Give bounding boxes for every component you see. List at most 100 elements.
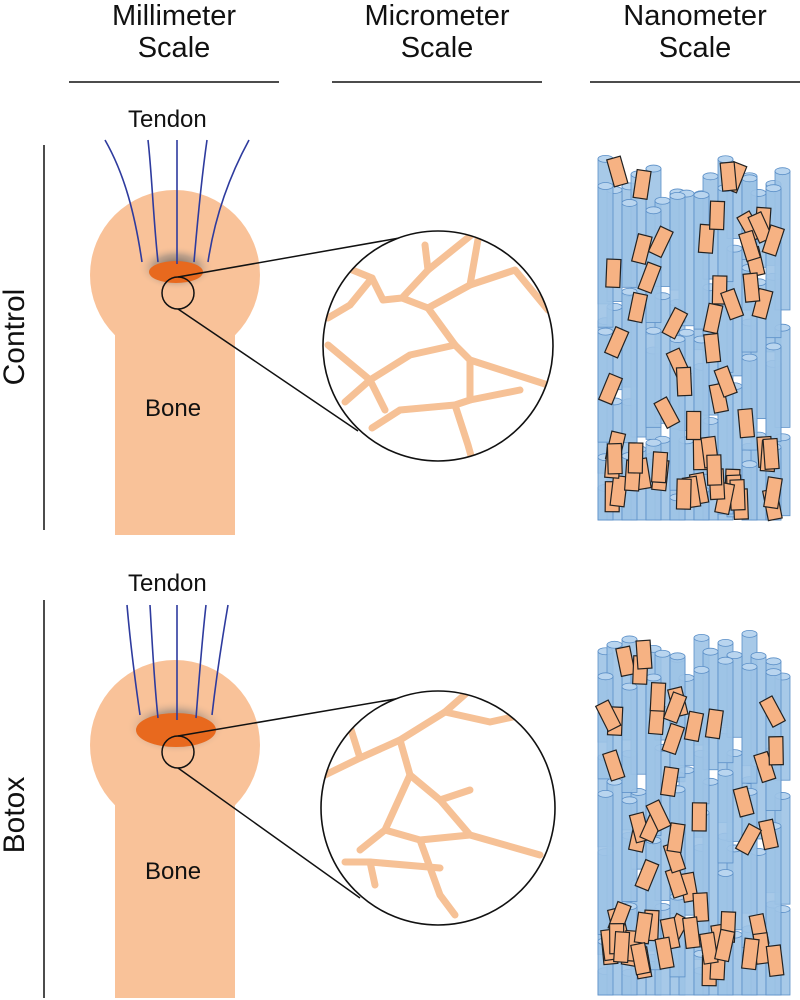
bone-illustration-control	[90, 139, 406, 535]
collagen-fibril	[669, 191, 686, 323]
fibril-cap	[693, 633, 710, 642]
mineral-platelet	[686, 410, 702, 441]
fibril-cap	[654, 196, 671, 205]
fibril-cap	[669, 191, 686, 200]
fibril-cap	[750, 651, 767, 660]
mineral-platelet	[627, 442, 644, 474]
canaliculi-network	[321, 691, 544, 919]
fibril-cap	[765, 657, 782, 666]
fibril-cap	[597, 327, 614, 336]
enthesis-region	[136, 713, 216, 747]
mineral-platelet	[713, 365, 738, 398]
mineral-platelet	[761, 224, 786, 257]
fibril-cap	[597, 182, 614, 190]
fibril-cap	[621, 796, 638, 805]
mineral-platelet	[615, 645, 636, 678]
mineral-platelet	[605, 258, 622, 289]
bone-label: Bone	[145, 858, 202, 885]
fibril-body	[741, 666, 758, 784]
fibril-cap	[741, 174, 758, 183]
collagen-fibril	[693, 191, 710, 330]
fibril-cap	[717, 768, 734, 777]
mineral-platelet	[609, 474, 629, 508]
mineral-platelet	[734, 822, 763, 856]
mineral-platelet	[659, 765, 680, 798]
collagen-fibril	[621, 199, 638, 288]
mineral-platelet	[692, 892, 710, 923]
fibril-cap	[645, 326, 662, 335]
mineral-platelet	[647, 225, 674, 259]
mineral-platelet	[654, 936, 675, 970]
fibril-body	[765, 346, 782, 443]
mineral-platelet	[653, 396, 681, 430]
mineral-platelet	[719, 161, 738, 192]
collagen-fibril	[765, 342, 782, 443]
mineral-platelet	[762, 437, 780, 471]
zoom-line	[177, 308, 359, 432]
column-header-nanometer: Nanometer Scale	[590, 0, 800, 64]
collagen-fibril	[597, 182, 614, 328]
collagen-fibril	[741, 662, 758, 784]
fibril-cap	[669, 652, 686, 661]
collagen-fibril	[717, 768, 734, 864]
zoom-line	[177, 696, 408, 737]
column-header-line2: Scale	[658, 32, 732, 64]
mineral-platelet	[758, 818, 779, 851]
zoom-line	[177, 767, 361, 899]
fibril-body	[597, 185, 614, 328]
mineral-platelet	[645, 799, 672, 833]
mineral-platelet	[649, 681, 667, 712]
mineral-platelet	[661, 306, 689, 340]
mineral-platelet	[602, 749, 626, 782]
column-header-line2: Scale	[137, 32, 211, 64]
fibril-cap	[597, 790, 614, 798]
mineral-platelet	[627, 291, 649, 324]
collagen-fibril	[621, 682, 638, 793]
fibril-body	[621, 202, 638, 288]
fibril-body	[669, 195, 686, 323]
mineral-platelet	[603, 325, 630, 359]
collagen-fibril	[717, 184, 734, 283]
micro-network-control	[322, 230, 554, 462]
mineral-platelet	[742, 272, 761, 303]
mineral-platelet	[605, 155, 629, 188]
mineral-platelet	[737, 407, 756, 439]
tendon-fibers	[104, 139, 250, 264]
mineral-platelet	[630, 232, 653, 266]
mineral-platelet	[758, 695, 787, 729]
mineral-platelet	[691, 802, 708, 832]
fibril-cap	[717, 869, 734, 877]
fibril-cap	[606, 640, 623, 649]
fibril-cap	[621, 635, 638, 644]
column-header-line1: Nanometer	[623, 0, 767, 32]
mineral-platelet	[682, 916, 701, 950]
mineral-platelet	[675, 366, 693, 397]
mineral-platelet	[699, 931, 719, 965]
fibril-cap	[678, 328, 695, 337]
mineral-platelet	[613, 930, 631, 964]
enthesis-region	[149, 261, 203, 283]
nano-structure-control	[597, 154, 791, 522]
mineral-platelet	[666, 822, 686, 854]
tendon-label: Tendon	[128, 106, 207, 133]
column-header-line1: Micrometer	[364, 0, 510, 32]
column-header-line2: Scale	[400, 32, 474, 64]
mineral-platelet	[697, 223, 716, 254]
column-header-micrometer: Micrometer Scale	[332, 0, 542, 64]
fibril-body	[717, 772, 734, 864]
mineral-platelet	[763, 476, 783, 510]
mineral-platelet	[637, 261, 662, 294]
fibril-cap	[717, 656, 734, 665]
fibril-cap	[621, 199, 638, 207]
mineral-platelet	[738, 229, 762, 263]
micro-network-botox	[320, 690, 556, 926]
fibril-cap	[765, 342, 782, 351]
mineral-platelet	[714, 928, 736, 963]
mineral-platelet	[720, 287, 745, 321]
mineral-platelet	[630, 942, 651, 976]
fibril-cap	[693, 191, 710, 199]
mineral-platelet	[635, 639, 653, 670]
fibril-cap	[765, 184, 782, 193]
fibril-cap	[741, 629, 758, 638]
